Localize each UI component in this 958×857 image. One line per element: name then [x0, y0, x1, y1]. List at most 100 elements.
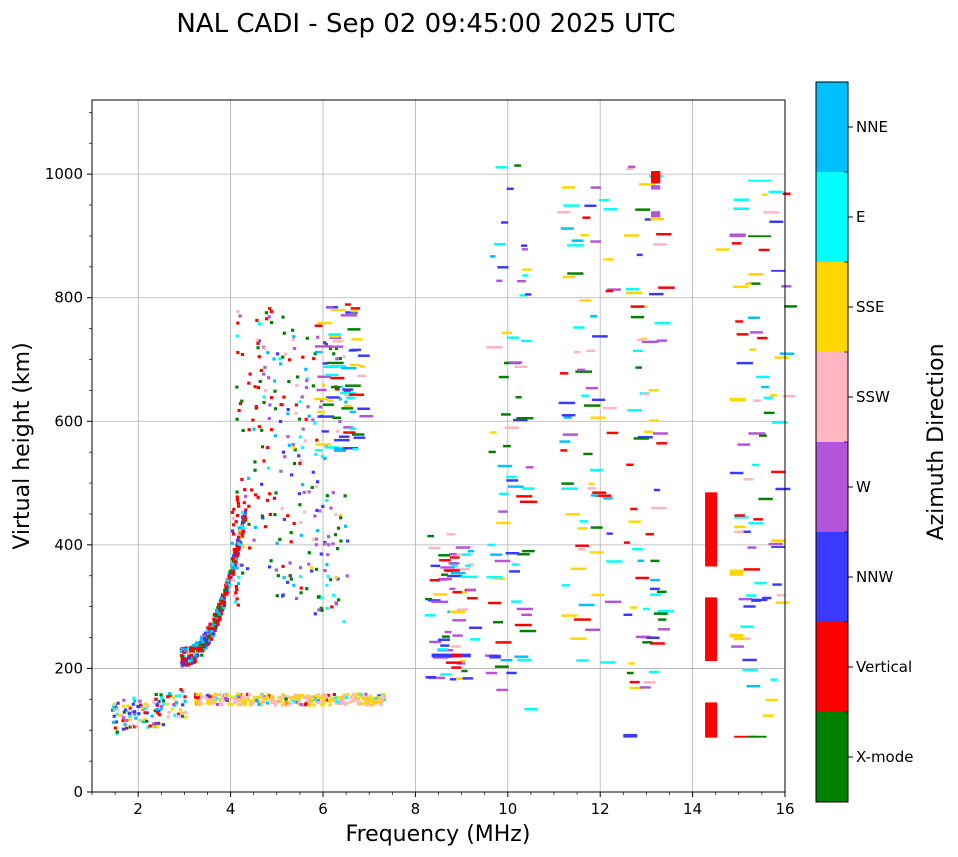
echo-mark [326, 553, 330, 557]
echo-mark [350, 309, 358, 313]
echo-mark [328, 347, 333, 351]
echo-mark [326, 574, 330, 578]
echo-mark [161, 699, 166, 703]
echo-mark [192, 656, 196, 660]
echo-mark [292, 346, 297, 351]
echo-mark [127, 712, 132, 716]
echo-mark [112, 702, 117, 706]
echo-mark [377, 700, 381, 704]
echo-mark [448, 562, 460, 565]
echo-mark [198, 649, 202, 653]
echo-mark [500, 413, 511, 416]
echo-mark [335, 699, 339, 703]
echo-mark [557, 210, 571, 214]
echo-mark [461, 553, 472, 556]
echo-mark [349, 695, 353, 699]
echo-mark [275, 541, 279, 545]
echo-mark [269, 699, 273, 703]
echo-mark [299, 459, 303, 463]
echo-mark [219, 600, 224, 604]
echo-mark [157, 709, 161, 713]
echo-mark [178, 708, 182, 712]
echo-mark [758, 497, 773, 501]
echo-mark [349, 363, 361, 367]
echo-mark [117, 713, 121, 717]
echo-mark [565, 513, 581, 516]
echo-mark [452, 590, 462, 594]
echo-mark [461, 669, 468, 673]
echo-mark [630, 507, 638, 511]
echo-mark [349, 410, 356, 414]
echo-mark [224, 582, 229, 586]
echo-mark [442, 635, 450, 638]
echo-mark [298, 400, 302, 404]
echo-mark [357, 407, 370, 410]
echo-mark [328, 703, 332, 707]
echo-mark [232, 578, 236, 582]
echo-mark [305, 379, 309, 383]
echo-mark [235, 490, 239, 494]
echo-mark [753, 399, 762, 402]
echo-mark [306, 694, 310, 698]
echo-mark [371, 700, 376, 704]
y-tick-label: 600 [54, 412, 83, 430]
echo-mark [162, 702, 166, 706]
echo-mark [327, 306, 334, 309]
echo-mark [379, 703, 383, 707]
echo-mark [241, 529, 245, 533]
echo-mark [519, 500, 537, 504]
echo-mark [230, 695, 234, 700]
echo-mark [488, 601, 502, 605]
echo-mark [317, 415, 335, 418]
echo-mark [203, 635, 207, 639]
echo-mark [487, 543, 496, 547]
echo-mark [332, 352, 336, 356]
echo-mark [628, 165, 636, 169]
echo-mark [287, 358, 292, 362]
echo-mark [155, 703, 159, 707]
echo-mark [286, 703, 290, 707]
echo-mark [130, 723, 134, 727]
echo-mark [579, 520, 589, 523]
echo-mark [309, 700, 313, 704]
echo-mark [332, 416, 342, 420]
echo-mark [239, 702, 243, 707]
echo-mark [161, 723, 166, 727]
echo-mark [247, 692, 252, 697]
echo-mark [176, 712, 181, 716]
echo-mark [248, 372, 252, 376]
echo-mark [180, 662, 185, 667]
echo-mark [291, 699, 295, 703]
echo-mark [432, 656, 449, 659]
echo-mark [199, 646, 203, 651]
echo-marks [111, 164, 797, 738]
echo-mark [266, 466, 271, 470]
echo-mark [121, 719, 125, 723]
echo-mark [207, 627, 212, 631]
echo-mark [223, 593, 227, 597]
echo-mark [577, 527, 588, 530]
echo-mark [198, 643, 202, 647]
echo-mark [338, 420, 342, 424]
echo-mark [235, 334, 239, 338]
echo-mark [316, 693, 321, 697]
echo-mark [449, 552, 457, 556]
echo-mark [221, 695, 225, 699]
x-tick-label: 10 [498, 800, 517, 818]
echo-mark [516, 416, 534, 420]
echo-mark [643, 430, 653, 434]
echo-mark [494, 665, 509, 668]
echo-mark [742, 658, 757, 662]
echo-mark [298, 461, 302, 465]
echo-segment [748, 235, 772, 238]
echo-mark [187, 652, 191, 656]
echo-mark [639, 686, 651, 689]
echo-mark [326, 693, 331, 697]
echo-mark [307, 490, 311, 494]
echo-mark [314, 543, 319, 547]
echo-mark [600, 661, 616, 664]
echo-mark [310, 485, 314, 489]
echo-mark [206, 642, 210, 646]
colorbar-label: NNE [856, 118, 888, 136]
echo-mark [247, 546, 252, 550]
